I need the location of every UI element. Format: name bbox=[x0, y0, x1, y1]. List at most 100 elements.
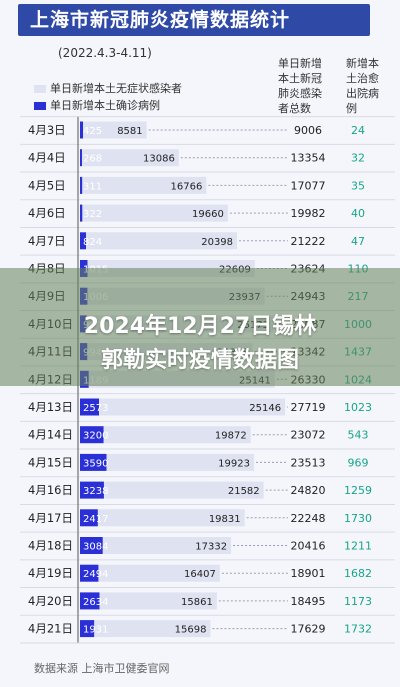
data-label-confirmed: 322 bbox=[83, 209, 102, 220]
data-label-confirmed: 3590 bbox=[83, 458, 108, 469]
data-label-total: 21222 bbox=[291, 235, 326, 248]
data-label-asymptomatic: 15698 bbox=[175, 625, 207, 636]
data-label-confirmed: 3238 bbox=[83, 486, 108, 497]
bar-asymptomatic bbox=[83, 121, 147, 139]
bar-confirmed bbox=[80, 121, 84, 139]
category-label: 4月21日 bbox=[28, 622, 73, 636]
data-label-discharged: 1682 bbox=[344, 567, 372, 580]
discharged-column-header: 新增本 土治愈 出院病 例 bbox=[346, 57, 379, 115]
category-label: 4月6日 bbox=[28, 206, 66, 220]
bar-asymptomatic bbox=[99, 592, 217, 610]
bar-confirmed bbox=[80, 426, 104, 444]
data-label-discharged: 40 bbox=[351, 207, 365, 220]
legend-swatch-confirmed bbox=[34, 101, 46, 110]
bar-asymptomatic bbox=[81, 149, 179, 167]
bar-confirmed bbox=[80, 481, 104, 499]
title-overlay-band bbox=[0, 268, 400, 386]
legend-item-confirmed: 单日新增本土确诊病例 bbox=[34, 97, 182, 114]
bar-confirmed bbox=[80, 398, 100, 416]
category-label: 4月3日 bbox=[28, 123, 66, 137]
legend-swatch-asymptomatic bbox=[34, 84, 46, 93]
data-label-confirmed: 311 bbox=[83, 181, 102, 192]
data-label-discharged: 24 bbox=[351, 124, 365, 137]
data-label-discharged: 1211 bbox=[344, 540, 372, 553]
bar-asymptomatic bbox=[99, 398, 286, 416]
bar-asymptomatic bbox=[94, 620, 211, 638]
legend-label-asymptomatic: 单日新增本土无症状感染者 bbox=[50, 82, 182, 95]
data-label-confirmed: 2494 bbox=[83, 569, 108, 580]
bar-confirmed bbox=[80, 564, 99, 582]
data-label-total: 23072 bbox=[291, 429, 326, 442]
data-label-total: 19982 bbox=[291, 207, 326, 220]
data-label-total: 13354 bbox=[291, 152, 326, 165]
bar-confirmed bbox=[80, 509, 98, 527]
category-label: 4月7日 bbox=[28, 234, 66, 248]
category-label: 4月13日 bbox=[28, 400, 73, 414]
legend: 单日新增本土无症状感染者 单日新增本土确诊病例 bbox=[34, 80, 182, 114]
data-label-asymptomatic: 20398 bbox=[201, 237, 233, 248]
bar-confirmed bbox=[80, 149, 82, 167]
header: 上海市新冠肺炎疫情数据统计 bbox=[0, 0, 400, 40]
data-label-discharged: 1732 bbox=[344, 623, 372, 636]
data-label-asymptomatic: 19831 bbox=[209, 514, 241, 525]
data-label-total: 18495 bbox=[291, 595, 326, 608]
category-label: 4月5日 bbox=[28, 178, 66, 192]
data-label-asymptomatic: 19923 bbox=[218, 458, 250, 469]
bar-asymptomatic bbox=[97, 509, 245, 527]
bar-asymptomatic bbox=[82, 176, 207, 194]
data-label-confirmed: 2417 bbox=[83, 514, 108, 525]
data-label-confirmed: 3200 bbox=[83, 431, 108, 442]
data-label-asymptomatic: 16766 bbox=[171, 181, 203, 192]
data-label-total: 17077 bbox=[291, 179, 326, 192]
data-label-total: 20416 bbox=[291, 540, 326, 553]
category-label: 4月15日 bbox=[28, 455, 73, 469]
bar-asymptomatic bbox=[98, 564, 220, 582]
data-label-discharged: 1259 bbox=[344, 484, 372, 497]
data-label-discharged: 543 bbox=[348, 429, 369, 442]
bar-confirmed bbox=[80, 537, 103, 554]
data-label-asymptomatic: 19660 bbox=[192, 209, 224, 220]
data-source: 数据来源 上海市卫健委官网 bbox=[34, 662, 170, 675]
category-label: 4月19日 bbox=[28, 566, 73, 580]
page-title: 上海市新冠肺炎疫情数据统计 bbox=[18, 4, 370, 36]
data-label-confirmed: 1931 bbox=[83, 625, 108, 636]
data-label-asymptomatic: 16407 bbox=[184, 569, 216, 580]
data-label-total: 17629 bbox=[291, 623, 326, 636]
category-label: 4月14日 bbox=[28, 428, 73, 442]
bar-confirmed bbox=[80, 620, 95, 638]
data-label-total: 27719 bbox=[291, 401, 326, 414]
bar-confirmed bbox=[80, 232, 87, 250]
data-label-discharged: 1730 bbox=[344, 512, 372, 525]
data-label-total: 23513 bbox=[291, 456, 326, 469]
data-label-asymptomatic: 8581 bbox=[117, 126, 142, 137]
data-label-asymptomatic: 13086 bbox=[143, 154, 175, 165]
data-label-confirmed: 2634 bbox=[83, 597, 108, 608]
bar-asymptomatic bbox=[102, 537, 232, 554]
data-label-total: 18901 bbox=[291, 567, 326, 580]
data-label-asymptomatic: 15861 bbox=[181, 597, 213, 608]
bar-confirmed bbox=[80, 204, 83, 222]
data-label-asymptomatic: 17332 bbox=[195, 542, 227, 553]
bar-confirmed bbox=[80, 592, 100, 610]
bar-confirmed bbox=[80, 176, 83, 194]
data-label-discharged: 32 bbox=[351, 152, 365, 165]
data-label-confirmed: 425 bbox=[83, 126, 102, 137]
legend-item-asymptomatic: 单日新增本土无症状感染者 bbox=[34, 80, 182, 97]
date-range: (2022.4.3-4.11) bbox=[58, 46, 152, 60]
data-label-confirmed: 824 bbox=[83, 237, 102, 248]
data-label-total: 24820 bbox=[291, 484, 326, 497]
data-label-asymptomatic: 25146 bbox=[249, 403, 281, 414]
bar-confirmed bbox=[80, 453, 107, 471]
data-label-asymptomatic: 19872 bbox=[215, 431, 247, 442]
legend-label-confirmed: 单日新增本土确诊病例 bbox=[50, 99, 160, 112]
data-label-confirmed: 2573 bbox=[83, 403, 108, 414]
category-label: 4月4日 bbox=[28, 151, 66, 165]
data-label-confirmed: 268 bbox=[83, 154, 102, 165]
bar-asymptomatic bbox=[82, 204, 228, 222]
data-label-discharged: 1023 bbox=[344, 401, 372, 414]
category-label: 4月16日 bbox=[28, 483, 73, 497]
data-label-total: 9006 bbox=[294, 124, 322, 137]
data-label-discharged: 47 bbox=[351, 235, 365, 248]
data-label-discharged: 1173 bbox=[344, 595, 372, 608]
